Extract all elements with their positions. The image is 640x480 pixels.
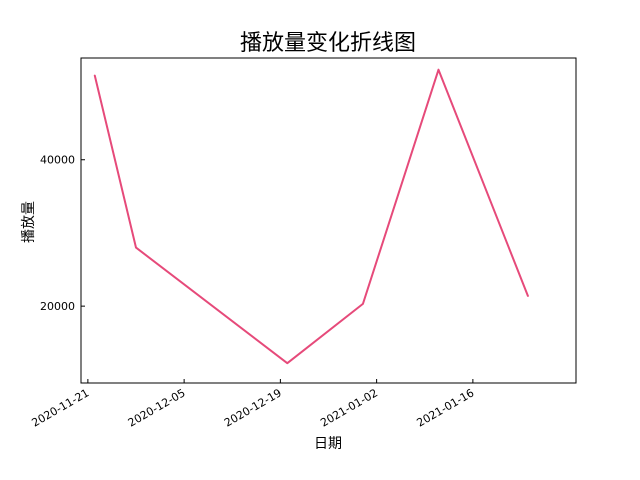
x-tick-label: 2020-11-21: [30, 386, 92, 429]
series-layer: [93, 68, 529, 365]
x-tick-label: 2020-12-19: [222, 386, 284, 429]
x-axis-label: 日期: [314, 436, 342, 452]
x-axis-ticks: 2020-11-21 2020-12-05 2020-12-19 2021-01-02…: [30, 379, 477, 430]
x-tick-label: 2021-01-16: [415, 386, 477, 429]
y-axis-label: 播放量: [21, 201, 37, 243]
plot-frame: [80, 57, 577, 384]
x-tick-label: 2020-12-05: [126, 386, 188, 429]
x-tick-label: 2021-01-02: [318, 386, 380, 429]
chart-title: 播放量变化折线图: [240, 31, 416, 56]
y-tick-label: 40000: [40, 154, 75, 167]
series-line: [93, 68, 529, 365]
y-tick-label: 20000: [40, 300, 75, 313]
y-axis-ticks: 20000 40000: [40, 154, 85, 313]
